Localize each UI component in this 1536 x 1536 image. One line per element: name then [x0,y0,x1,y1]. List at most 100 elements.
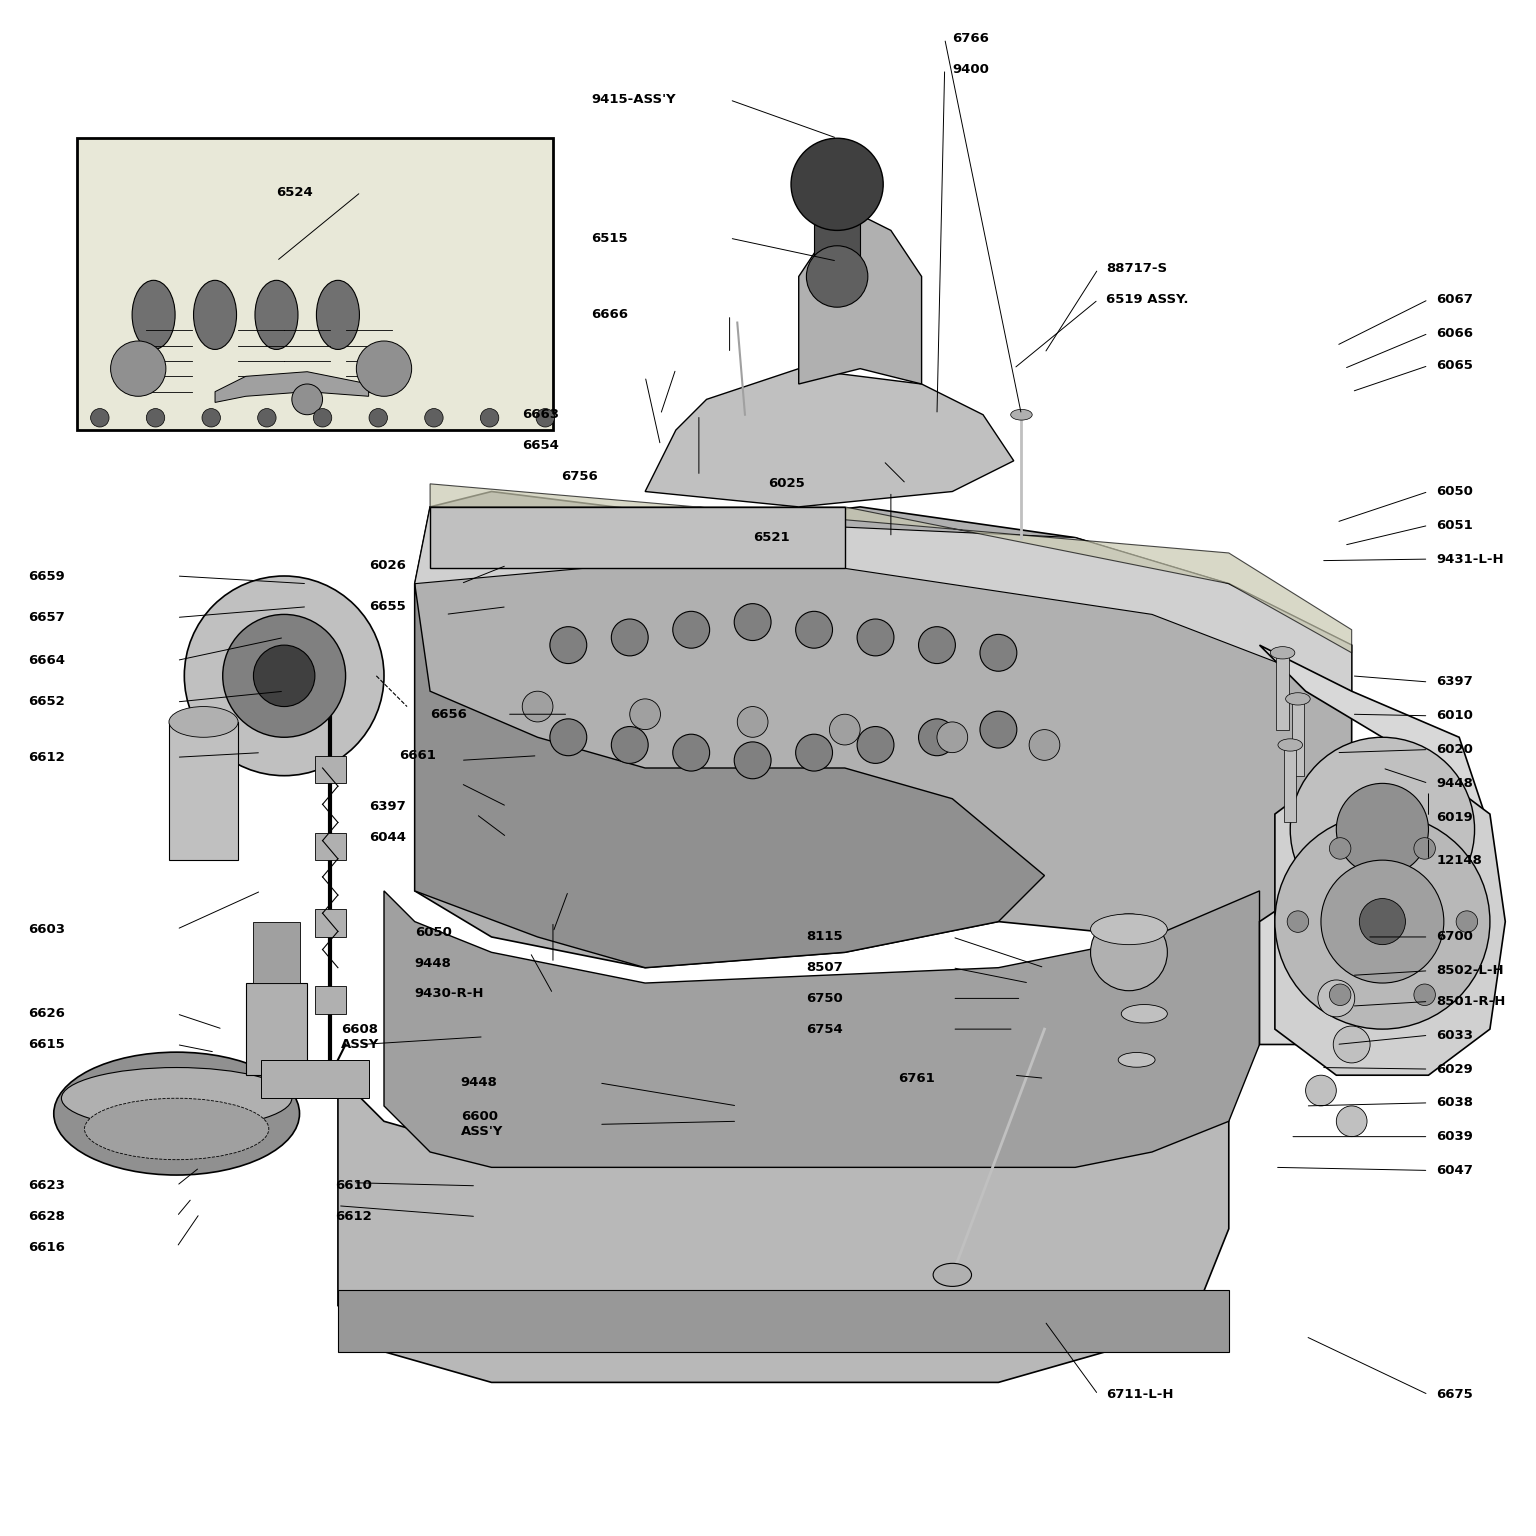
Circle shape [737,707,768,737]
Text: 6615: 6615 [28,1038,65,1051]
Polygon shape [415,584,1044,968]
Text: 9448: 9448 [461,1077,498,1089]
Text: 6711-L-H: 6711-L-H [1106,1389,1174,1401]
Text: 6663: 6663 [522,409,559,421]
Bar [315,909,346,937]
Circle shape [356,341,412,396]
Circle shape [673,734,710,771]
Circle shape [146,409,164,427]
Circle shape [223,614,346,737]
Polygon shape [430,484,1352,653]
Text: 6067: 6067 [1436,293,1473,306]
Bar [315,756,346,783]
Text: 6397: 6397 [1436,676,1473,688]
Text: 6524: 6524 [276,186,313,198]
Circle shape [550,627,587,664]
Text: 6657: 6657 [28,611,65,624]
Circle shape [980,711,1017,748]
Text: 6664: 6664 [28,654,65,667]
Text: 6519 ASSY.: 6519 ASSY. [1106,293,1189,306]
Circle shape [796,611,833,648]
Text: 6065: 6065 [1436,359,1473,372]
Bar [315,986,346,1014]
Text: 6020: 6020 [1436,743,1473,756]
Text: 9448: 9448 [415,957,452,969]
Circle shape [1456,911,1478,932]
Text: 6039: 6039 [1436,1130,1473,1143]
Text: 6010: 6010 [1436,710,1473,722]
Ellipse shape [84,1098,269,1160]
Polygon shape [430,507,845,568]
Circle shape [1336,1106,1367,1137]
Text: 6019: 6019 [1436,811,1473,823]
Circle shape [673,611,710,648]
Circle shape [1287,911,1309,932]
Text: 9415-ASS'Y: 9415-ASS'Y [591,94,676,106]
Text: 8501-R-H: 8501-R-H [1436,995,1505,1008]
Text: 6654: 6654 [522,439,559,452]
Circle shape [734,604,771,641]
Circle shape [1413,985,1435,1006]
Circle shape [829,714,860,745]
Text: 6044: 6044 [369,831,406,843]
Polygon shape [415,507,1352,691]
Text: 6626: 6626 [28,1008,65,1020]
Circle shape [1091,914,1167,991]
Bar [77,138,553,430]
Circle shape [253,645,315,707]
Bar [261,1060,369,1098]
Circle shape [1321,860,1444,983]
Text: 12148: 12148 [1436,854,1482,866]
Circle shape [937,722,968,753]
Text: 6033: 6033 [1436,1029,1473,1041]
Text: 6038: 6038 [1436,1097,1473,1109]
Text: 6600
ASS'Y: 6600 ASS'Y [461,1111,504,1138]
Circle shape [919,719,955,756]
Text: 6675: 6675 [1436,1389,1473,1401]
Text: 6754: 6754 [806,1023,843,1035]
Text: 6029: 6029 [1436,1063,1473,1075]
Ellipse shape [194,280,237,349]
Circle shape [630,699,660,730]
Text: 8115: 8115 [806,931,843,943]
Circle shape [1306,1075,1336,1106]
Text: 6666: 6666 [591,309,628,321]
Text: 9400: 9400 [952,63,989,75]
Text: 6050: 6050 [415,926,452,938]
Ellipse shape [1098,955,1160,980]
Text: 6659: 6659 [28,570,65,582]
Bar [169,722,238,860]
Text: 6628: 6628 [28,1210,65,1223]
Text: 6612: 6612 [335,1210,372,1223]
Circle shape [1290,737,1475,922]
Bar [1284,745,1296,822]
Circle shape [91,409,109,427]
Ellipse shape [1121,1005,1167,1023]
Bar [814,184,860,261]
Text: 8502-L-H: 8502-L-H [1436,965,1504,977]
Text: 9448: 9448 [1436,777,1473,790]
Text: 6750: 6750 [806,992,843,1005]
Text: 6050: 6050 [1436,485,1473,498]
Circle shape [1029,730,1060,760]
Polygon shape [338,1290,1229,1352]
Text: 6397: 6397 [369,800,406,813]
Circle shape [857,619,894,656]
Circle shape [1330,837,1352,859]
Circle shape [796,734,833,771]
Text: 9430-R-H: 9430-R-H [415,988,484,1000]
Ellipse shape [1091,914,1167,945]
Ellipse shape [1278,739,1303,751]
Polygon shape [645,369,1014,507]
Circle shape [791,138,883,230]
Circle shape [919,627,955,664]
Circle shape [734,742,771,779]
Circle shape [611,619,648,656]
Text: 6025: 6025 [768,478,805,490]
Circle shape [1275,814,1490,1029]
Circle shape [1330,985,1352,1006]
Circle shape [980,634,1017,671]
Circle shape [203,409,221,427]
Circle shape [1318,980,1355,1017]
Circle shape [857,727,894,763]
